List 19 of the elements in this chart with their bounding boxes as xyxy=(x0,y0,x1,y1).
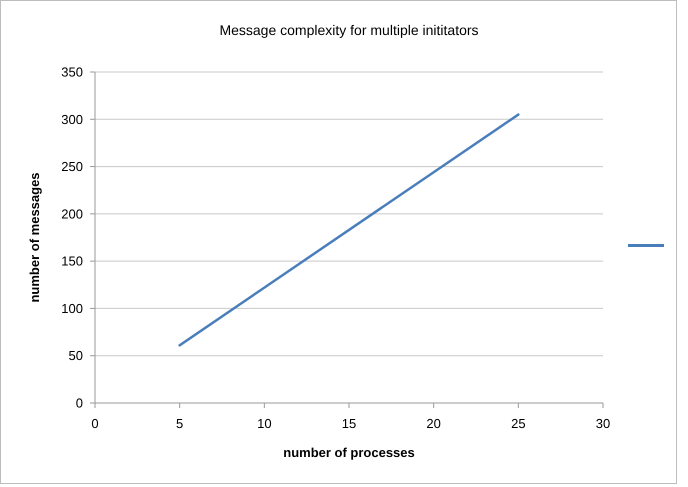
x-tick-label: 30 xyxy=(596,416,610,431)
x-tick-label: 0 xyxy=(91,416,99,431)
x-tick-label: 25 xyxy=(511,416,526,431)
y-tick-label: 250 xyxy=(61,159,83,174)
y-tick-label: 150 xyxy=(61,254,83,269)
y-axis-title: number of messages xyxy=(27,172,42,303)
chart-title: Message complexity for multiple inititators xyxy=(219,22,479,38)
x-tick-label: 20 xyxy=(426,416,441,431)
y-tick-label: 100 xyxy=(61,300,83,316)
y-tick-label: 300 xyxy=(61,112,83,127)
line-series xyxy=(178,113,520,347)
x-axis-title: number of processes xyxy=(283,445,415,460)
y-tick-label: 50 xyxy=(68,348,83,364)
y-tick-label: 350 xyxy=(61,64,83,80)
x-tick-label: 5 xyxy=(176,416,184,431)
y-tick-label: 200 xyxy=(61,206,83,222)
x-tick-label: 10 xyxy=(257,416,272,431)
x-tick-label: 15 xyxy=(342,416,356,431)
y-tick-label: 0 xyxy=(76,396,83,410)
